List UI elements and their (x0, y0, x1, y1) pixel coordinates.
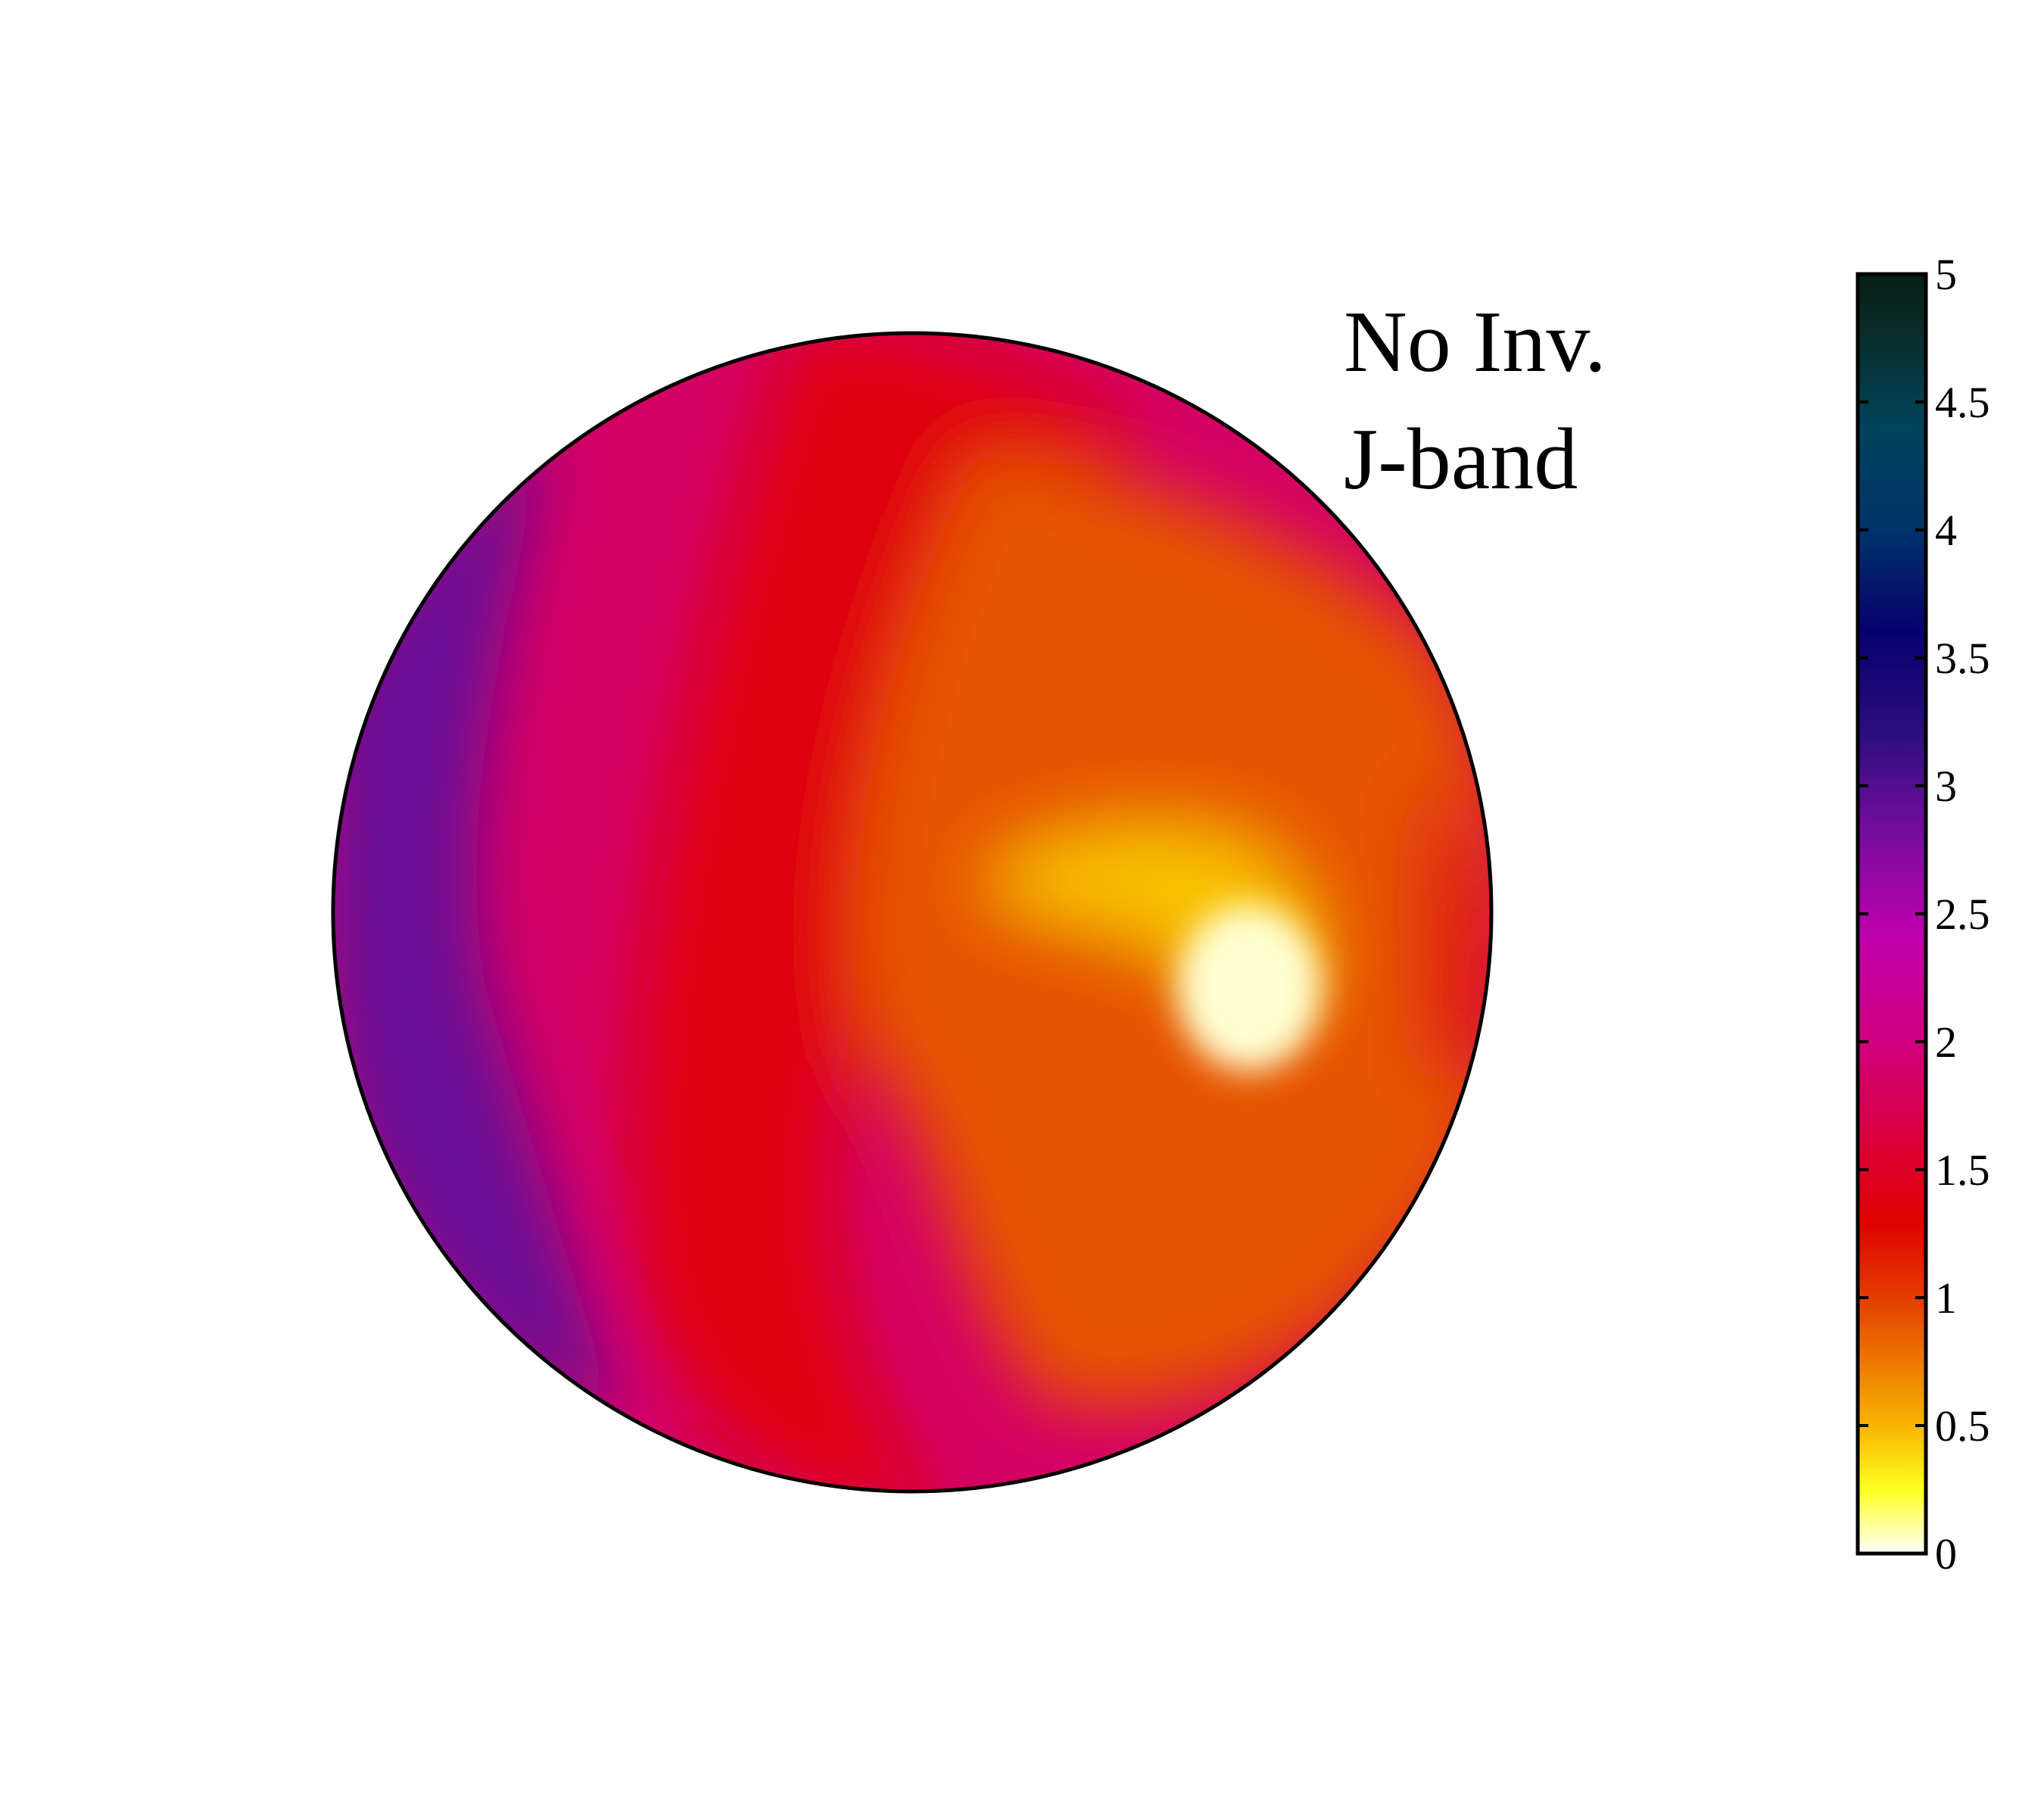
colorbar-tick-label: 5 (1935, 250, 1957, 299)
eastern-limb-red (1421, 772, 1490, 1081)
colorbar: 0 0.5 1 1.5 2 2.5 3 3.5 4 4.5 5 (1855, 250, 1990, 1579)
annotation-line-1: No Inv. (1344, 294, 1606, 391)
colorbar-ticks: 0 0.5 1 1.5 2 2.5 3 3.5 4 4.5 5 (1858, 250, 1990, 1579)
colorbar-tick-label: 4.5 (1935, 378, 1990, 427)
colorbar-tick-label: 2.5 (1935, 890, 1990, 939)
colorbar-tick-label: 3 (1935, 762, 1957, 811)
colorbar-fill (1858, 274, 1926, 1554)
annotation: No Inv. J-band (1344, 294, 1606, 508)
colorbar-tick-label: 0.5 (1935, 1401, 1990, 1451)
colorbar-tick-label: 0 (1935, 1529, 1957, 1579)
annotation-line-2: J-band (1344, 411, 1578, 508)
central-red-band (634, 333, 1136, 1491)
colorbar-tick-label: 2 (1935, 1018, 1957, 1067)
colorbar-tick-label: 4 (1935, 506, 1957, 555)
colorbar-tick-label: 1 (1935, 1273, 1957, 1323)
disk-outline (331, 331, 1494, 1494)
colorbar-tick-label: 3.5 (1935, 634, 1990, 683)
stellar-disk-map (331, 331, 1494, 1494)
yellow-bright-spot (1177, 905, 1321, 1071)
colorbar-tick-label: 1.5 (1935, 1145, 1990, 1195)
